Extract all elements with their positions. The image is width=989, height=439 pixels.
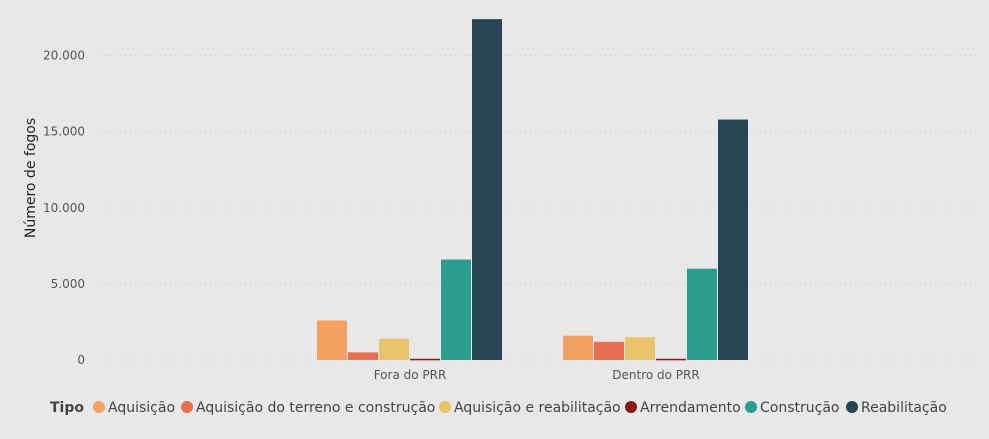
x-category-label: Fora do PRR (374, 368, 447, 382)
bar-2-2[interactable] (594, 341, 624, 360)
y-axis-title: Número de fogos (23, 118, 39, 238)
y-tick-label: 15.000 (43, 125, 85, 139)
legend-entry-label[interactable]: Aquisição do terreno e construção (196, 400, 435, 416)
bar-3-1[interactable] (379, 338, 409, 360)
bars (317, 19, 748, 361)
bar-1-1[interactable] (317, 320, 347, 360)
bar-5-1[interactable] (441, 259, 471, 360)
legend-entry-label[interactable]: Arrendamento (640, 400, 741, 416)
y-tick-label: 20.000 (43, 49, 85, 63)
y-tick-label: 0 (77, 353, 85, 367)
legend-entry-label[interactable]: Construção (760, 400, 839, 416)
x-category-label: Dentro do PRR (612, 368, 699, 382)
legend-marker (625, 401, 637, 413)
grid-lines (100, 55, 978, 361)
legend-entry-label[interactable]: Aquisição (108, 400, 175, 416)
y-tick-label: 5.000 (51, 277, 85, 291)
bar-4-1[interactable] (410, 358, 440, 361)
legend-marker (439, 401, 451, 413)
legend-title: Tipo (50, 400, 84, 416)
bar-6-1[interactable] (472, 19, 502, 361)
legend-marker (181, 401, 193, 413)
legend-marker (93, 401, 105, 413)
legend: Tipo Aquisição Aquisição do terreno e con… (50, 400, 947, 416)
bar-1-2[interactable] (563, 335, 593, 360)
legend-entry-label[interactable]: Reabilitação (861, 400, 947, 416)
bar-4-2[interactable] (656, 358, 686, 361)
legend-entry-label[interactable]: Aquisição e reabilitação (454, 400, 621, 416)
bar-2-1[interactable] (348, 352, 378, 360)
y-tick-label: 10.000 (43, 201, 85, 215)
legend-marker (846, 401, 858, 413)
x-axis-categories: Fora do PRR Dentro do PRR (374, 368, 700, 382)
y-axis-ticks: 0 5.000 10.000 15.000 20.000 (43, 49, 85, 367)
bar-5-2[interactable] (687, 268, 717, 360)
legend-marker (745, 401, 757, 413)
bar-3-2[interactable] (625, 337, 655, 360)
bar-6-2[interactable] (718, 119, 748, 360)
